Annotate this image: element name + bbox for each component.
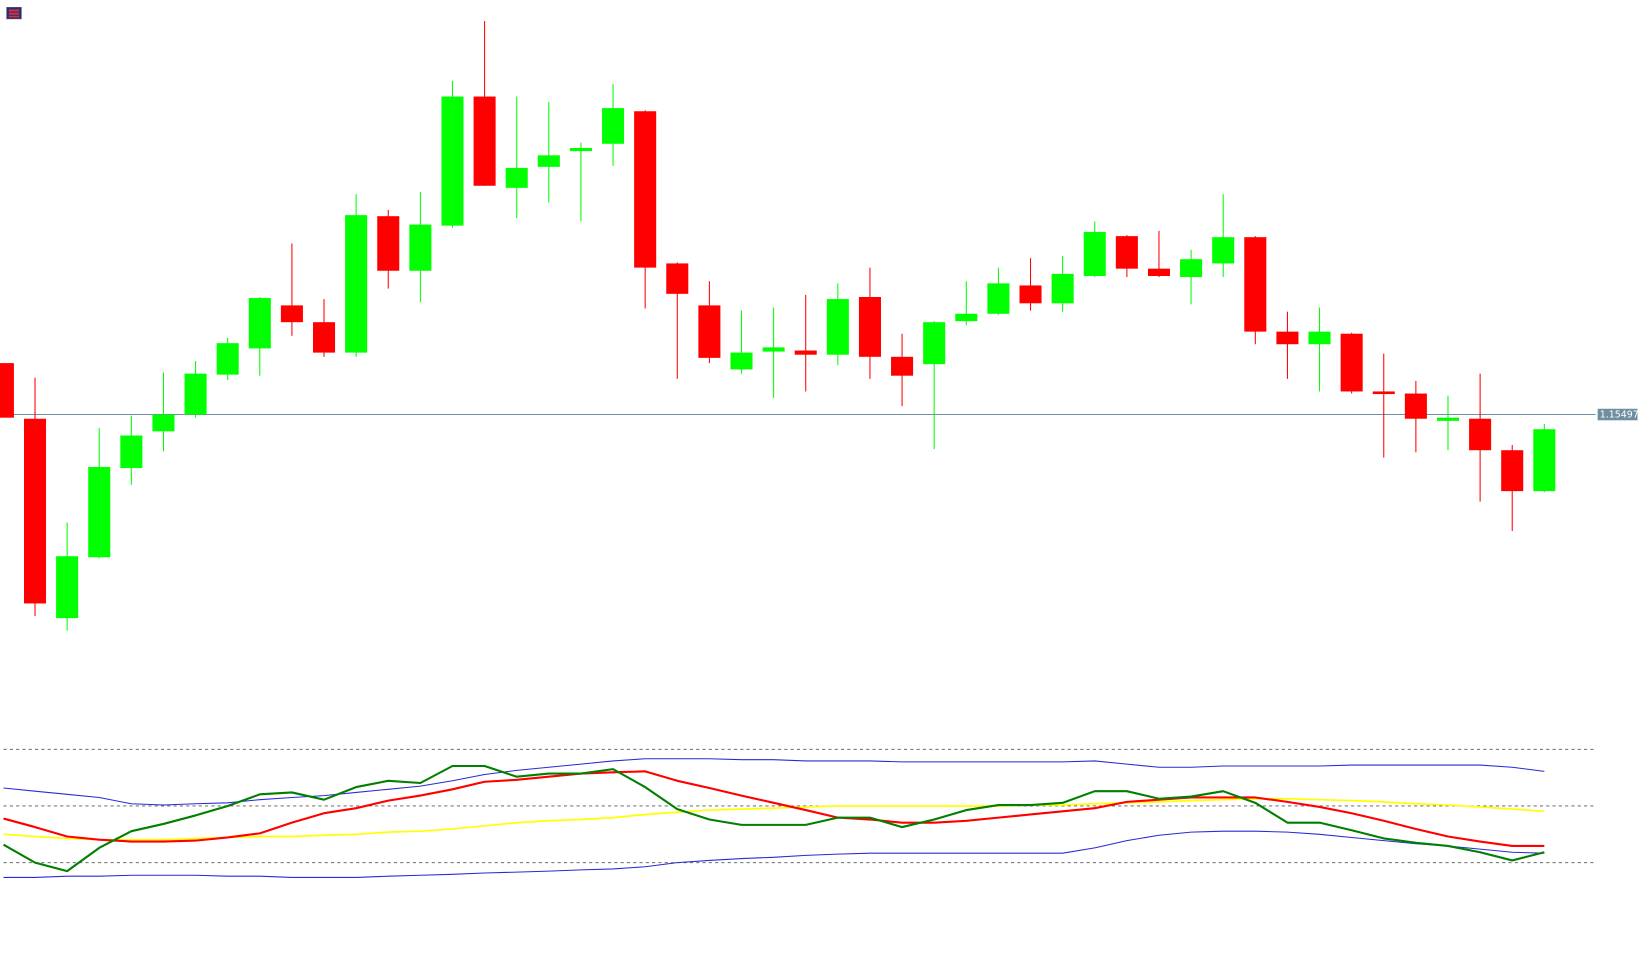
candle-body [1372,391,1395,395]
candle-body [152,414,175,432]
icon-bar [8,12,20,15]
candle-body [569,147,592,152]
candle-body [698,305,721,358]
candle-body [473,96,496,186]
candle-body [1276,331,1299,345]
indicator-line [3,770,1545,848]
candle-body [987,283,1010,314]
candle-body [1083,231,1106,277]
candle-body [1115,236,1138,269]
candle-body [1404,393,1427,419]
candle-body [441,96,464,226]
candle-body [1501,450,1524,492]
price-tag-box [1597,408,1638,421]
candle-body [120,435,143,469]
indicator-line [3,758,1545,806]
candle-body [1533,429,1556,492]
candle-body [0,363,14,418]
candle-body [1340,333,1363,392]
candle-body [1051,273,1074,304]
candle-body [1147,268,1170,277]
candle-body [730,352,753,370]
candle-body [1019,285,1042,304]
candle-body [56,556,79,619]
candle-body [505,167,528,188]
candle-body [23,418,47,604]
candle-body [280,305,303,323]
candle-body [1436,417,1460,421]
candle-body [409,224,432,271]
icon-bar [8,15,20,18]
candle-body [602,108,625,144]
candle-body [923,322,946,365]
price-tag: 1.15497 [1600,410,1639,421]
candle-body [794,350,817,355]
candle-body [762,347,785,352]
candle-body [955,313,978,322]
candle-body [891,356,914,376]
candle-body [537,155,560,167]
candle-body [88,467,111,558]
candle-body [248,298,271,349]
window-icon[interactable] [6,7,22,20]
candle-body [1180,259,1203,278]
candle-body [345,215,368,353]
candle-body [313,322,336,353]
candle-body [377,216,400,271]
candle-body [826,299,849,355]
candle-body [1469,418,1492,451]
candle-body [858,296,881,357]
icon-bar [8,9,20,12]
candle-body [1212,237,1235,264]
candle-body [216,343,239,375]
candle-body [666,263,689,294]
indicator-line [3,797,1545,841]
indicator-line [3,830,1545,878]
candle-body [634,111,657,268]
candle-body [1308,331,1331,345]
indicator-line [3,764,1545,873]
candle-body [1244,237,1267,332]
candle-body [184,373,207,415]
